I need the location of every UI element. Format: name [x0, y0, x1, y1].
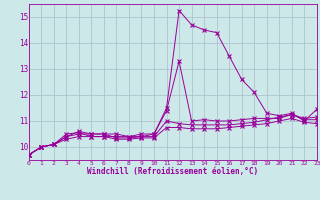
X-axis label: Windchill (Refroidissement éolien,°C): Windchill (Refroidissement éolien,°C): [87, 167, 258, 176]
